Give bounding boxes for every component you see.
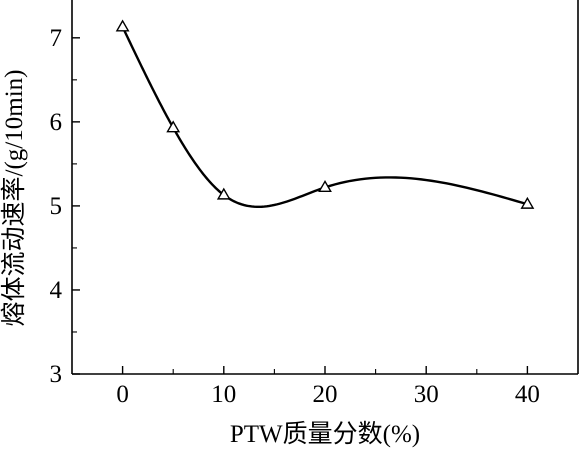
series-layer <box>115 19 535 209</box>
data-point-marker <box>318 180 332 193</box>
y-tick-label: 4 <box>50 277 63 304</box>
y-tick-label: 3 <box>50 361 63 388</box>
series-line <box>121 26 528 209</box>
y-axis-title: 熔体流动速率/(g/10min) <box>0 70 28 327</box>
y-ticks: 3 4 5 6 7 <box>50 25 80 388</box>
x-tick-label: 30 <box>414 381 439 408</box>
y-tick-label: 6 <box>50 109 63 136</box>
data-point-marker <box>216 187 231 200</box>
x-tick-label: 0 <box>116 381 129 408</box>
data-point-marker <box>115 19 130 32</box>
data-point-marker <box>520 196 535 209</box>
x-tick-label: 20 <box>313 381 338 408</box>
y-tick-label: 7 <box>50 25 63 52</box>
x-ticks: 0 10 20 30 40 <box>116 366 540 408</box>
y-tick-label: 5 <box>50 193 63 220</box>
x-tick-label: 40 <box>515 381 540 408</box>
data-point-marker <box>166 120 181 133</box>
x-tick-label: 10 <box>211 381 236 408</box>
x-axis-title: PTW质量分数(%) <box>230 420 420 448</box>
